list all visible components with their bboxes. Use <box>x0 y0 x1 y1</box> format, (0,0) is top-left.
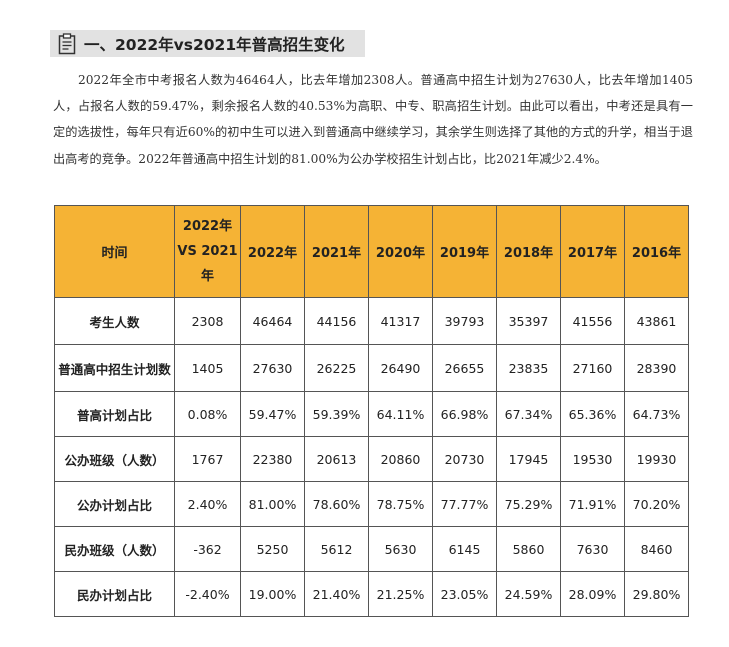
table-cell: 29.80% <box>624 571 689 617</box>
table-row: 普通高中招生计划数 1405 27630 26225 26490 26655 2… <box>54 344 689 392</box>
table-cell: 35397 <box>496 297 561 345</box>
header-year: 2020年 <box>368 205 433 298</box>
table-cell: 28.09% <box>560 571 625 617</box>
table-cell: 65.36% <box>560 391 625 437</box>
table-cell: 44156 <box>304 297 369 345</box>
row-label: 民办计划占比 <box>54 571 175 617</box>
cell-vs: 1405 <box>174 344 241 392</box>
row-label: 普高计划占比 <box>54 391 175 437</box>
table-cell: 59.39% <box>304 391 369 437</box>
section-title: 一、2022年vs2021年普高招生变化 <box>84 35 345 54</box>
header-year: 2017年 <box>560 205 625 298</box>
table-cell: 64.73% <box>624 391 689 437</box>
table-cell: 19.00% <box>240 571 305 617</box>
table-cell: 71.91% <box>560 481 625 527</box>
table-cell: 26225 <box>304 344 369 392</box>
table-row: 民办计划占比 -2.40% 19.00% 21.40% 21.25% 23.05… <box>54 571 689 617</box>
table-cell: 20613 <box>304 436 369 482</box>
table-cell: 19530 <box>560 436 625 482</box>
table-cell: 21.25% <box>368 571 433 617</box>
row-label: 公办计划占比 <box>54 481 175 527</box>
table-cell: 41556 <box>560 297 625 345</box>
table-row: 考生人数 2308 46464 44156 41317 39793 35397 … <box>54 297 689 345</box>
table-cell: 5860 <box>496 526 561 572</box>
table-cell: 19930 <box>624 436 689 482</box>
table-cell: 27160 <box>560 344 625 392</box>
header-vs-line3: 年 <box>200 269 214 284</box>
table-cell: 21.40% <box>304 571 369 617</box>
table-cell: 39793 <box>432 297 497 345</box>
enrollment-table: 时间 2022年 VS 2021 年 2022年 2021年 2020年 201… <box>54 205 689 617</box>
table-cell: 28390 <box>624 344 689 392</box>
table-cell: 20730 <box>432 436 497 482</box>
table-cell: 43861 <box>624 297 689 345</box>
table-cell: 23835 <box>496 344 561 392</box>
cell-vs: -362 <box>174 526 241 572</box>
table-row: 普高计划占比 0.08% 59.47% 59.39% 64.11% 66.98%… <box>54 391 689 437</box>
table-cell: 41317 <box>368 297 433 345</box>
table-row: 公办计划占比 2.40% 81.00% 78.60% 78.75% 77.77%… <box>54 481 689 527</box>
header-year: 2022年 <box>240 205 305 298</box>
table-cell: 26655 <box>432 344 497 392</box>
table-cell: 46464 <box>240 297 305 345</box>
header-vs-line1: 2022年 <box>182 219 233 234</box>
table-cell: 6145 <box>432 526 497 572</box>
cell-vs: 2308 <box>174 297 241 345</box>
header-year: 2019年 <box>432 205 497 298</box>
table-row: 公办班级（人数） 1767 22380 20613 20860 20730 17… <box>54 436 689 482</box>
row-label: 普通高中招生计划数 <box>54 344 175 392</box>
row-label: 民办班级（人数） <box>54 526 175 572</box>
cell-vs: -2.40% <box>174 571 241 617</box>
header-year: 2018年 <box>496 205 561 298</box>
table-cell: 17945 <box>496 436 561 482</box>
section-heading: 一、2022年vs2021年普高招生变化 <box>50 30 365 57</box>
header-year: 2016年 <box>624 205 689 298</box>
table-cell: 70.20% <box>624 481 689 527</box>
table-cell: 7630 <box>560 526 625 572</box>
cell-vs: 1767 <box>174 436 241 482</box>
table-cell: 66.98% <box>432 391 497 437</box>
cell-vs: 0.08% <box>174 391 241 437</box>
table-cell: 20860 <box>368 436 433 482</box>
header-vs: 2022年 VS 2021 年 <box>174 205 241 298</box>
table-cell: 64.11% <box>368 391 433 437</box>
table-row: 民办班级（人数） -362 5250 5612 5630 6145 5860 7… <box>54 526 689 572</box>
table-cell: 59.47% <box>240 391 305 437</box>
table-cell: 27630 <box>240 344 305 392</box>
table-cell: 77.77% <box>432 481 497 527</box>
table-cell: 8460 <box>624 526 689 572</box>
header-vs-line2: VS 2021 <box>177 244 238 259</box>
table-cell: 23.05% <box>432 571 497 617</box>
table-header-row: 时间 2022年 VS 2021 年 2022年 2021年 2020年 201… <box>54 205 689 298</box>
header-year: 2021年 <box>304 205 369 298</box>
table-cell: 5250 <box>240 526 305 572</box>
row-label: 考生人数 <box>54 297 175 345</box>
table-cell: 81.00% <box>240 481 305 527</box>
table-cell: 78.60% <box>304 481 369 527</box>
table-cell: 22380 <box>240 436 305 482</box>
header-time: 时间 <box>54 205 175 298</box>
table-cell: 24.59% <box>496 571 561 617</box>
body-paragraph: 2022年全市中考报名人数为46464人，比去年增加2308人。普通高中招生计划… <box>53 73 693 166</box>
table-cell: 5630 <box>368 526 433 572</box>
table-cell: 75.29% <box>496 481 561 527</box>
clipboard-icon <box>56 30 78 57</box>
table-cell: 67.34% <box>496 391 561 437</box>
table-cell: 5612 <box>304 526 369 572</box>
row-label: 公办班级（人数） <box>54 436 175 482</box>
cell-vs: 2.40% <box>174 481 241 527</box>
table-cell: 26490 <box>368 344 433 392</box>
table-cell: 78.75% <box>368 481 433 527</box>
